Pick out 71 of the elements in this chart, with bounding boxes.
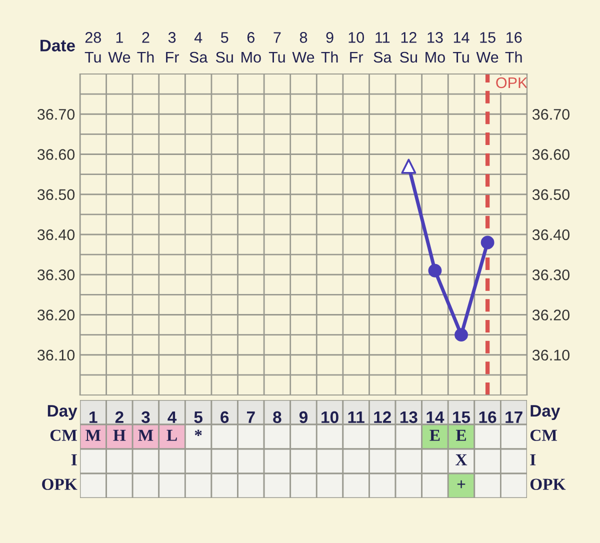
y2-tick-label: 36.20 (532, 310, 570, 320)
x-tick-label: 15 We (476, 32, 498, 63)
x-tick-label: 7 (246, 411, 255, 423)
y2-tick-label: OPK (530, 478, 566, 490)
x-tick-label: 16 Th (505, 32, 522, 62)
text: Day (530, 405, 560, 420)
text: H (113, 430, 126, 441)
y2-tick-label: 36.50 (532, 189, 570, 200)
x-tick-label: 3 Fr (166, 32, 179, 62)
x-tick-label: 5 (194, 411, 202, 424)
point (428, 264, 442, 278)
x-tick-label: 2 (115, 411, 124, 423)
text: + (457, 480, 466, 488)
y2-tick-label: 36.10 (532, 350, 570, 361)
y2-tick-label: I (530, 454, 536, 466)
y-tick-label: 36.10 (37, 350, 75, 361)
point (454, 328, 468, 342)
y-tick-label: 36.30 (37, 269, 75, 280)
x-tick-label: 9 (299, 411, 308, 424)
text: M (138, 430, 154, 441)
x-tick-label: 14 Tu (452, 32, 470, 63)
x-tick-label: 2 Th (137, 32, 154, 62)
x-tick-label: 5 Su (216, 32, 233, 63)
x-tick-label: 13 (400, 411, 418, 424)
y-tick-label: 36.40 (37, 229, 75, 240)
x-tick-label: 6 Mo (242, 32, 261, 63)
x-tick-label: 6 (220, 411, 229, 424)
x-tick-label: 8 (273, 411, 282, 424)
y-tick-label: 36.70 (37, 108, 75, 120)
text: * (194, 430, 202, 436)
x-tick-label: 9 Th (321, 32, 338, 62)
x-tick-label: 1 We (108, 32, 130, 63)
point (480, 236, 494, 250)
text: E (430, 430, 440, 441)
y-tick-label: 36.60 (37, 149, 75, 160)
x-tick-label: 11 Sa (374, 32, 392, 63)
x-tick-label: 12 Su (400, 32, 418, 63)
x-tick-label: 4 Sa (190, 32, 208, 63)
y-tick-label: 36.20 (37, 310, 75, 320)
x-axis-title: Day (48, 405, 78, 420)
ref-line-label: OPK (496, 77, 528, 88)
x-tick-label: 1 (90, 411, 98, 423)
point (401, 158, 416, 174)
y-tick-label: 36.50 (37, 189, 75, 200)
text: L (166, 430, 177, 441)
y2-tick-label: 36.30 (532, 269, 570, 280)
x-tick-label: 14 (426, 411, 444, 423)
x-tick-label: 12 (374, 411, 391, 423)
y2-tick-label: 36.60 (532, 149, 570, 160)
text: X (456, 454, 468, 466)
x-axis-title: Date (40, 40, 75, 52)
x-tick-label: 3 (141, 411, 150, 424)
x-tick-label: 28 Tu (84, 32, 101, 63)
text: M (86, 430, 101, 441)
x-tick-label: 17 (506, 411, 522, 423)
text: E (456, 430, 466, 441)
x-tick-label: 16 (479, 411, 496, 424)
x-tick-label: 10 Fr (348, 32, 364, 62)
y2-tick-label: CM (530, 430, 557, 441)
y2-tick-label: 36.40 (532, 229, 570, 240)
y-tick-label: CM (50, 430, 77, 441)
x-tick-label: 11 (348, 411, 364, 423)
x-tick-label: 8 We (292, 32, 314, 63)
y-tick-label: I (71, 454, 77, 466)
x-tick-label: 4 (168, 411, 177, 423)
x-tick-label: 15 (453, 411, 470, 424)
y-tick-label: OPK (42, 478, 78, 490)
x-tick-label: 7 Tu (268, 32, 285, 63)
x-tick-label: 10 (322, 411, 338, 424)
x-tick-label: 13 Mo (426, 32, 445, 63)
y2-tick-label: 36.70 (532, 108, 570, 120)
